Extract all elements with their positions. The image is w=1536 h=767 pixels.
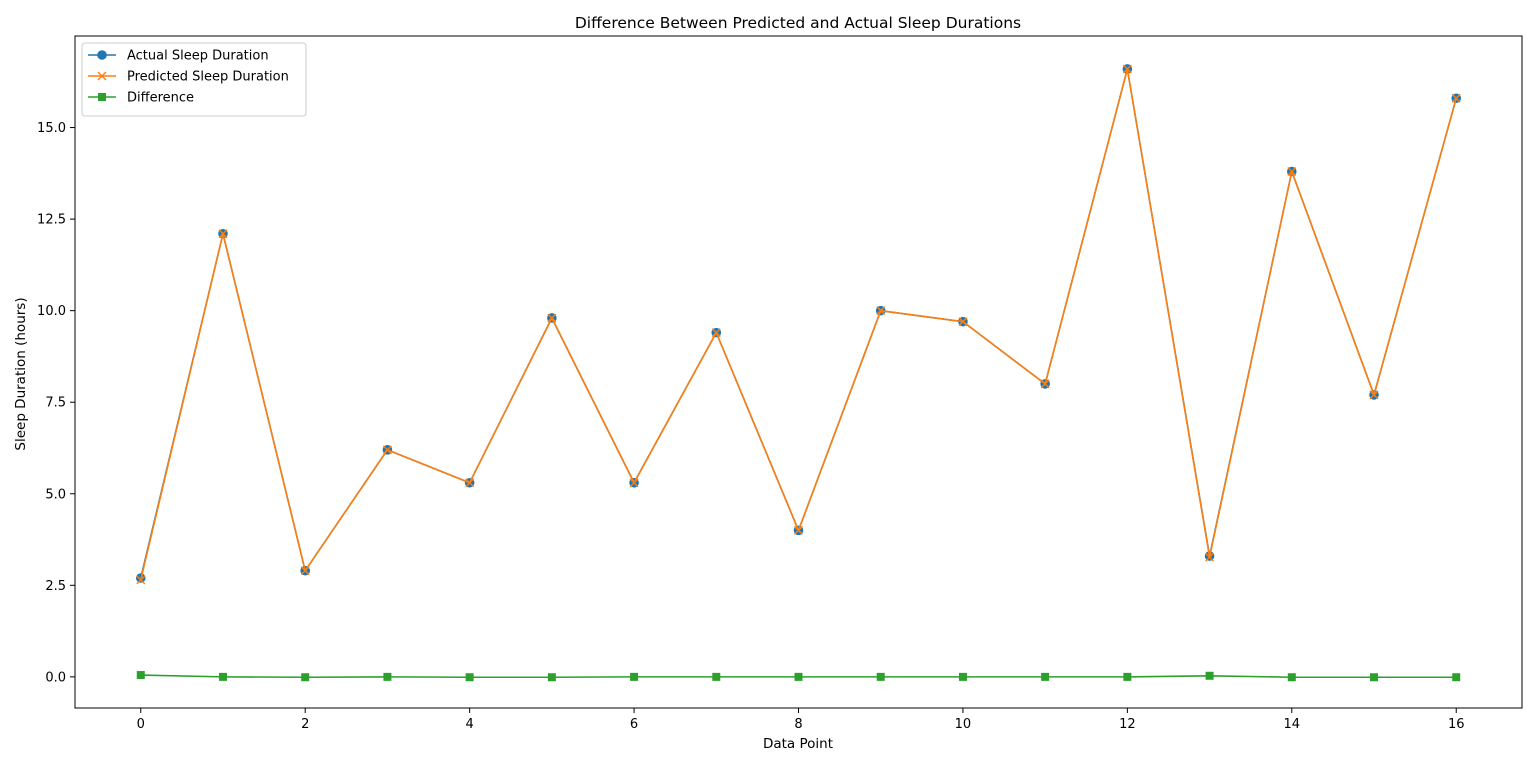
series-difference-point bbox=[1205, 671, 1214, 680]
legend-item-difference-label: Difference bbox=[127, 91, 194, 106]
legend-item-actual-sleep-duration-marker bbox=[97, 50, 107, 60]
x-tick-label: 2 bbox=[301, 717, 309, 732]
legend-item-predicted-sleep-duration-marker-stroke bbox=[97, 71, 107, 81]
series-predicted-sleep-duration-point-stroke bbox=[300, 566, 310, 576]
x-tick-label: 8 bbox=[794, 717, 802, 732]
series-predicted-sleep-duration-point bbox=[711, 328, 721, 338]
x-tick-label: 12 bbox=[1119, 717, 1136, 732]
series-predicted-sleep-duration-point bbox=[1040, 379, 1050, 389]
legend-item-predicted-sleep-duration-label: Predicted Sleep Duration bbox=[127, 70, 289, 85]
series-difference-point bbox=[301, 673, 310, 682]
series-predicted-sleep-duration-point-stroke bbox=[382, 445, 392, 455]
axes-frame bbox=[74, 35, 1523, 709]
series-predicted-sleep-duration-point-stroke bbox=[1287, 167, 1297, 176]
plot-area: 0 2 4 6 8 10 12 14 16 0.0 2.5 5.0 7.5 10.0 12.5 15.0 Act… bbox=[37, 35, 1523, 732]
y-tick-label: 10.0 bbox=[37, 304, 66, 319]
series-predicted-sleep-duration-point bbox=[1205, 552, 1215, 562]
series-actual-sleep-duration bbox=[135, 64, 1462, 583]
series-difference-point bbox=[1370, 673, 1379, 682]
series-predicted-sleep-duration-point bbox=[876, 306, 886, 316]
series-predicted-sleep-duration-point-stroke bbox=[794, 525, 803, 535]
series-difference-point bbox=[1041, 672, 1050, 681]
series-predicted-sleep-duration-point-stroke bbox=[547, 313, 557, 323]
series-predicted-sleep-duration-point bbox=[1369, 390, 1379, 400]
series-predicted-sleep-duration-point-stroke bbox=[1040, 379, 1050, 389]
x-tick-label: 6 bbox=[630, 717, 638, 732]
series-difference-point bbox=[794, 672, 803, 681]
series-difference-point bbox=[630, 672, 639, 681]
legend: Actual Sleep Duration Predicted Sleep Dur… bbox=[81, 42, 307, 117]
legend-item-difference: Difference bbox=[88, 91, 194, 106]
series-predicted-sleep-duration-point bbox=[629, 478, 639, 488]
legend-item-predicted-sleep-duration-marker bbox=[97, 71, 107, 81]
series-predicted-sleep-duration-point-stroke bbox=[1451, 93, 1461, 103]
series-predicted-sleep-duration-point bbox=[794, 525, 803, 535]
series-difference-point bbox=[136, 671, 145, 680]
legend-item-difference-marker bbox=[98, 93, 106, 101]
series-predicted-sleep-duration-point-stroke bbox=[1122, 64, 1132, 74]
series-predicted-sleep-duration-point bbox=[1451, 93, 1461, 103]
series-difference-point bbox=[712, 672, 721, 681]
series-predicted-sleep-duration-point-stroke bbox=[1205, 552, 1215, 562]
series-predicted-sleep-duration-point-stroke bbox=[218, 229, 228, 239]
legend-box bbox=[81, 42, 307, 117]
series-difference-point bbox=[383, 672, 392, 681]
legend-item-actual-sleep-duration: Actual Sleep Duration bbox=[88, 49, 269, 64]
series-difference-point bbox=[218, 672, 227, 681]
legend-item-predicted-sleep-duration: Predicted Sleep Duration bbox=[88, 70, 289, 85]
series-predicted-sleep-duration-point bbox=[1122, 64, 1132, 74]
series-predicted-sleep-duration-point bbox=[218, 229, 228, 239]
series-difference bbox=[136, 671, 1461, 682]
y-tick-label: 15.0 bbox=[37, 121, 66, 136]
series-predicted-sleep-duration-point bbox=[547, 313, 557, 323]
series-predicted-sleep-duration-point bbox=[958, 317, 968, 327]
series-predicted-sleep-duration-point-stroke bbox=[629, 478, 639, 488]
series-difference-point bbox=[958, 672, 967, 681]
series-predicted-sleep-duration-line bbox=[139, 68, 1458, 581]
series-predicted-sleep-duration-point bbox=[465, 478, 475, 488]
x-tick-label: 16 bbox=[1448, 717, 1465, 732]
x-tick-label: 4 bbox=[465, 717, 473, 732]
series-predicted-sleep-duration bbox=[136, 64, 1461, 585]
x-axis-label: Data Point bbox=[763, 736, 833, 752]
series-predicted-sleep-duration-point-stroke bbox=[711, 328, 721, 338]
series-difference-point bbox=[876, 672, 885, 681]
series-predicted-sleep-duration-point bbox=[1287, 167, 1297, 176]
series-difference-point bbox=[1287, 673, 1296, 682]
series-predicted-sleep-duration-point-stroke bbox=[1369, 390, 1379, 400]
series-predicted-sleep-duration-point bbox=[382, 445, 392, 455]
series-difference-point bbox=[1452, 673, 1461, 682]
series-predicted-sleep-duration-point-stroke bbox=[876, 306, 886, 316]
series-difference-point bbox=[1123, 672, 1132, 681]
y-tick-label: 12.5 bbox=[37, 213, 66, 228]
x-tick-label: 14 bbox=[1284, 717, 1301, 732]
x-tick-label: 10 bbox=[955, 717, 972, 732]
chart-title: Difference Between Predicted and Actual … bbox=[575, 14, 1021, 32]
y-tick-label: 2.5 bbox=[45, 579, 66, 594]
series-predicted-sleep-duration-point-stroke bbox=[136, 575, 146, 585]
y-tick-label: 7.5 bbox=[45, 396, 66, 411]
x-tick-label: 0 bbox=[137, 717, 145, 732]
series-predicted-sleep-duration-point bbox=[136, 575, 146, 585]
y-axis-label: Sleep Duration (hours) bbox=[13, 297, 29, 450]
legend-item-actual-sleep-duration-label: Actual Sleep Duration bbox=[127, 49, 269, 64]
series-predicted-sleep-duration-point-stroke bbox=[958, 317, 968, 327]
series-predicted-sleep-duration-point bbox=[300, 566, 310, 576]
series-difference-point bbox=[547, 673, 556, 682]
series-difference-point bbox=[465, 673, 474, 682]
y-tick-label: 5.0 bbox=[45, 487, 66, 502]
series-predicted-sleep-duration-point-stroke bbox=[465, 478, 475, 488]
y-tick-label: 0.0 bbox=[45, 670, 66, 685]
